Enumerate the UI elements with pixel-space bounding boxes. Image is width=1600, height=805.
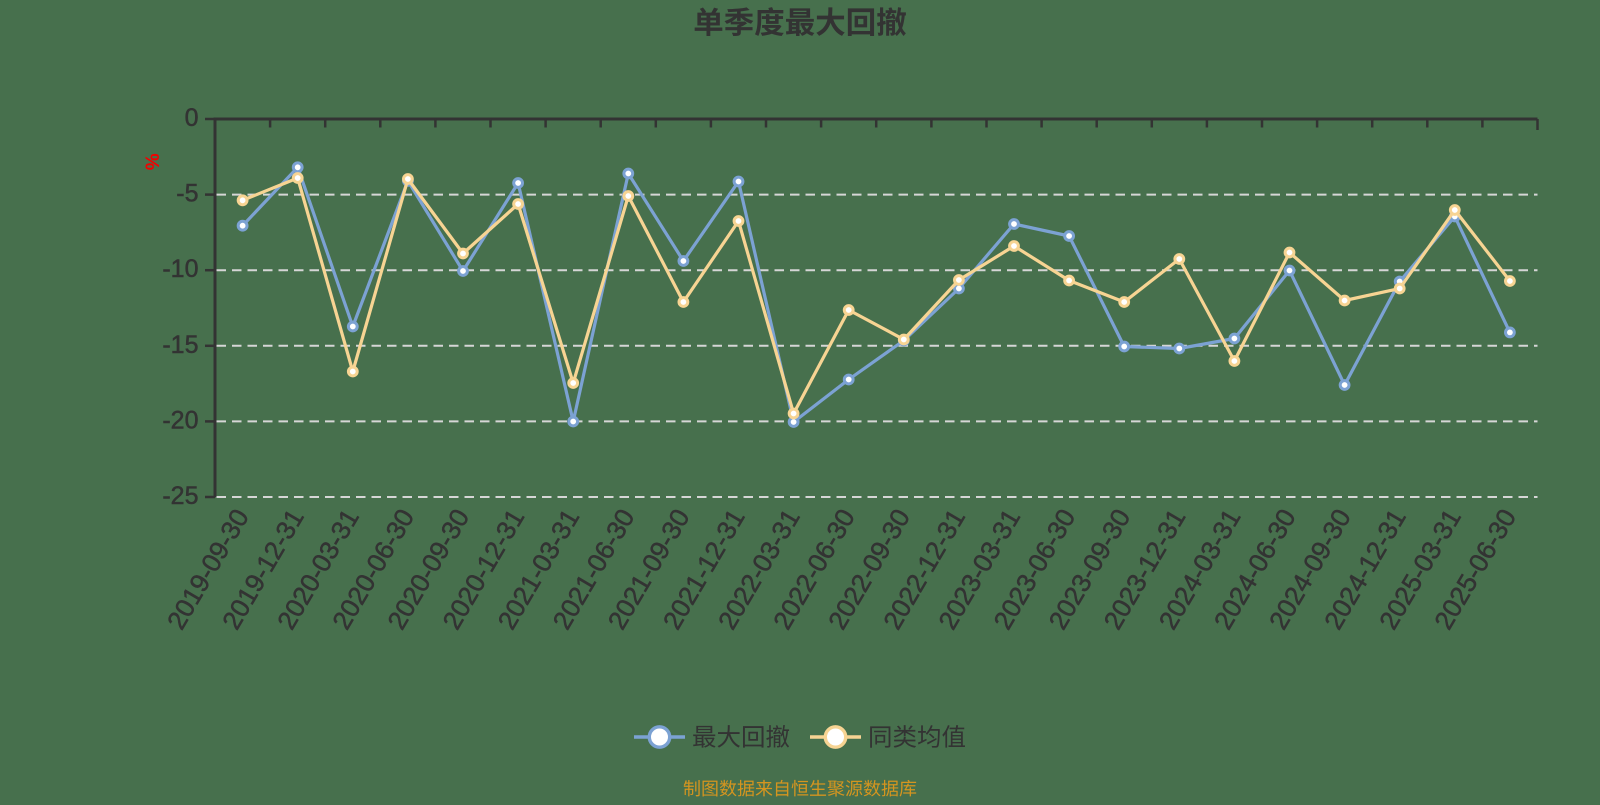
- svg-text:-10: -10: [162, 255, 198, 283]
- svg-text:%: %: [140, 153, 161, 170]
- svg-text:-15: -15: [162, 331, 198, 359]
- svg-text:0: 0: [185, 104, 199, 132]
- svg-text:-25: -25: [162, 482, 198, 510]
- svg-text:-5: -5: [176, 180, 198, 208]
- svg-text:-20: -20: [162, 406, 198, 434]
